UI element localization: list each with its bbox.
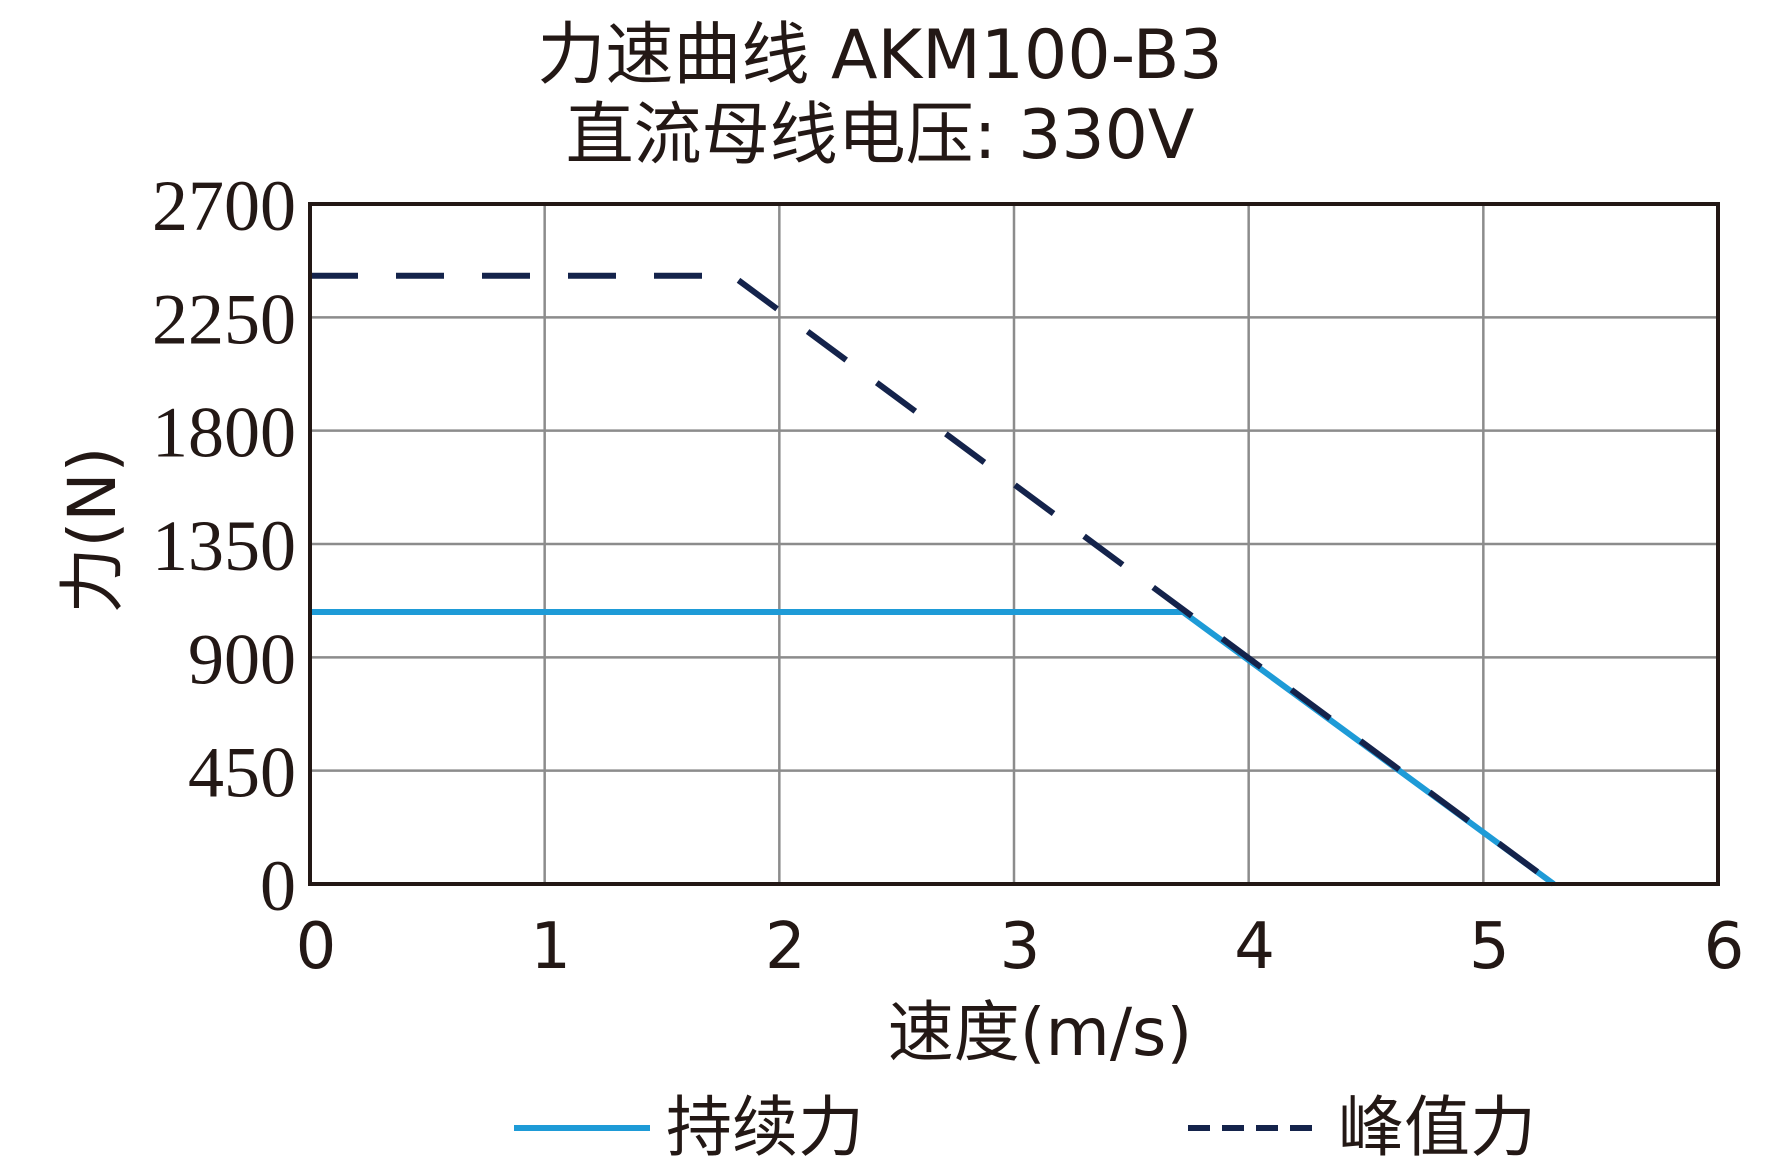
y-tick-label-2: 900 bbox=[188, 619, 296, 699]
plot-border bbox=[308, 202, 1720, 886]
chart-title-block: 力速曲线 AKM100-B3 直流母线电压: 330V bbox=[537, 16, 1222, 175]
series-group bbox=[310, 272, 1556, 887]
legend: 持续力 峰值力 bbox=[514, 1089, 1536, 1166]
x-tick-label-4: 4 bbox=[1234, 910, 1275, 984]
grid bbox=[308, 202, 1720, 886]
x-tick-label-3: 3 bbox=[1000, 910, 1041, 984]
x-axis-label: 速度(m/s) bbox=[888, 994, 1192, 1071]
x-tick-label-5: 5 bbox=[1469, 910, 1510, 984]
legend-label-0: 持续力 bbox=[666, 1089, 864, 1166]
x-tick-label-1: 1 bbox=[530, 910, 571, 984]
chart-subtitle: 直流母线电压: 330V bbox=[566, 96, 1195, 175]
y-tick-label-5: 2250 bbox=[152, 279, 296, 359]
y-tick-label-4: 1800 bbox=[152, 393, 296, 473]
x-axis-ticks: 0 1 2 3 4 5 6 bbox=[296, 910, 1745, 984]
chart-title: 力速曲线 AKM100-B3 bbox=[537, 16, 1222, 95]
y-tick-label-0: 0 bbox=[260, 846, 296, 926]
legend-label-1: 峰值力 bbox=[1338, 1089, 1536, 1166]
x-tick-label-0: 0 bbox=[296, 910, 337, 984]
y-tick-label-6: 2700 bbox=[152, 166, 296, 246]
y-tick-label-1: 450 bbox=[188, 733, 296, 813]
y-axis-ticks: 0 450 900 1350 1800 2250 2700 bbox=[152, 166, 296, 926]
y-axis-label: 力(N) bbox=[54, 447, 131, 614]
x-tick-label-2: 2 bbox=[765, 910, 806, 984]
y-tick-label-3: 1350 bbox=[152, 506, 296, 586]
series-line-1 bbox=[310, 272, 1556, 887]
plot-frame bbox=[308, 202, 1720, 886]
x-tick-label-6: 6 bbox=[1704, 910, 1745, 984]
